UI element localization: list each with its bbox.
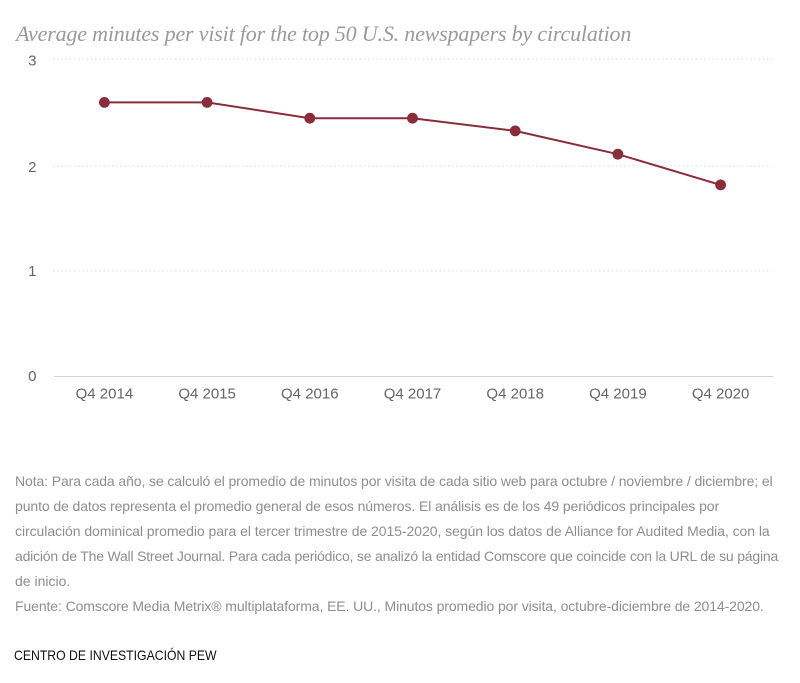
svg-text:Q4 2019: Q4 2019	[589, 386, 647, 403]
svg-text:Q4 2014: Q4 2014	[76, 386, 134, 403]
svg-text:0: 0	[28, 368, 36, 385]
svg-text:1: 1	[28, 263, 36, 280]
svg-text:Q4 2018: Q4 2018	[486, 386, 544, 403]
svg-text:3: 3	[28, 53, 36, 70]
svg-text:2: 2	[28, 159, 36, 176]
svg-text:Q4 2015: Q4 2015	[178, 386, 236, 403]
svg-text:Q4 2016: Q4 2016	[281, 386, 339, 403]
svg-text:Q4 2020: Q4 2020	[692, 386, 750, 403]
svg-text:Q4 2017: Q4 2017	[384, 386, 442, 403]
